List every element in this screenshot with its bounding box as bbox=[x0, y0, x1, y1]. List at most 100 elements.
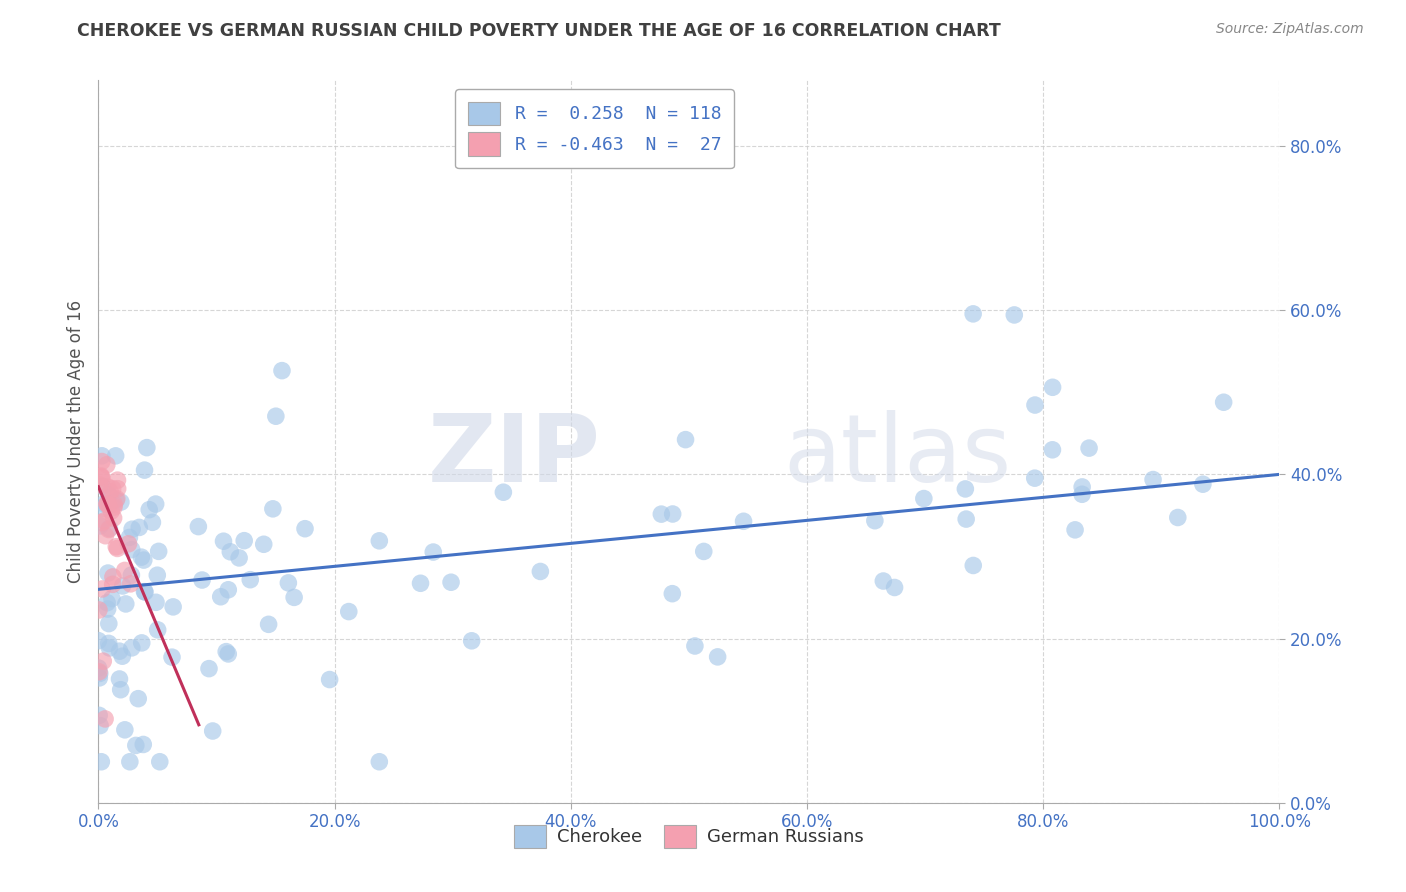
Point bbox=[1024, 398, 1046, 412]
Point bbox=[733, 514, 755, 528]
Point bbox=[101, 591, 124, 606]
Point bbox=[337, 605, 360, 619]
Point bbox=[1064, 523, 1087, 537]
Point bbox=[132, 738, 155, 752]
Point bbox=[217, 582, 239, 597]
Point bbox=[90, 755, 112, 769]
Point bbox=[110, 495, 132, 509]
Point bbox=[1024, 471, 1046, 485]
Point bbox=[675, 433, 697, 447]
Point bbox=[706, 649, 728, 664]
Point bbox=[107, 482, 129, 496]
Point bbox=[93, 514, 115, 528]
Point bbox=[201, 724, 224, 739]
Point bbox=[529, 565, 551, 579]
Point bbox=[146, 623, 169, 637]
Point bbox=[89, 718, 111, 732]
Text: CHEROKEE VS GERMAN RUSSIAN CHILD POVERTY UNDER THE AGE OF 16 CORRELATION CHART: CHEROKEE VS GERMAN RUSSIAN CHILD POVERTY… bbox=[77, 22, 1001, 40]
Point bbox=[955, 482, 977, 496]
Point bbox=[90, 449, 112, 463]
Point bbox=[492, 485, 515, 500]
Point bbox=[97, 602, 120, 616]
Point bbox=[90, 469, 112, 483]
Point bbox=[89, 477, 111, 491]
Point bbox=[162, 599, 184, 614]
Point bbox=[271, 364, 294, 378]
Point bbox=[160, 650, 183, 665]
Point bbox=[239, 573, 262, 587]
Point bbox=[91, 582, 114, 596]
Point bbox=[141, 516, 163, 530]
Point bbox=[955, 512, 977, 526]
Point bbox=[90, 469, 112, 483]
Point bbox=[146, 568, 169, 582]
Point bbox=[962, 307, 984, 321]
Point bbox=[1002, 308, 1025, 322]
Point bbox=[134, 463, 156, 477]
Point bbox=[134, 584, 156, 599]
Point bbox=[409, 576, 432, 591]
Point bbox=[233, 533, 256, 548]
Legend: Cherokee, German Russians: Cherokee, German Russians bbox=[503, 814, 875, 859]
Point bbox=[101, 577, 124, 591]
Point bbox=[148, 544, 170, 558]
Point bbox=[693, 544, 716, 558]
Point bbox=[111, 649, 134, 664]
Point bbox=[131, 636, 153, 650]
Point bbox=[89, 671, 111, 685]
Point bbox=[96, 497, 118, 511]
Point bbox=[98, 640, 121, 655]
Point bbox=[1167, 510, 1189, 524]
Point bbox=[1212, 395, 1234, 409]
Text: ZIP: ZIP bbox=[427, 410, 600, 502]
Point bbox=[105, 540, 128, 554]
Point bbox=[217, 647, 239, 661]
Point bbox=[101, 570, 124, 584]
Point bbox=[94, 529, 117, 543]
Point bbox=[103, 498, 125, 512]
Point bbox=[114, 563, 136, 577]
Text: atlas: atlas bbox=[783, 410, 1012, 502]
Point bbox=[368, 533, 391, 548]
Point bbox=[212, 534, 235, 549]
Point bbox=[262, 501, 284, 516]
Point bbox=[962, 558, 984, 573]
Point bbox=[98, 484, 121, 499]
Point bbox=[219, 545, 242, 559]
Point bbox=[187, 519, 209, 533]
Point bbox=[91, 479, 114, 493]
Point bbox=[96, 497, 118, 511]
Point bbox=[96, 458, 118, 472]
Point bbox=[103, 511, 125, 525]
Text: Source: ZipAtlas.com: Source: ZipAtlas.com bbox=[1216, 22, 1364, 37]
Point bbox=[257, 617, 280, 632]
Point bbox=[108, 672, 131, 686]
Point bbox=[89, 519, 111, 533]
Point bbox=[134, 585, 156, 599]
Point bbox=[1071, 480, 1094, 494]
Point bbox=[87, 603, 110, 617]
Point bbox=[1042, 442, 1064, 457]
Point bbox=[87, 665, 110, 679]
Point bbox=[191, 573, 214, 587]
Point bbox=[105, 493, 128, 508]
Point bbox=[228, 550, 250, 565]
Point bbox=[97, 566, 120, 580]
Point bbox=[215, 645, 238, 659]
Point bbox=[118, 755, 141, 769]
Point bbox=[97, 616, 120, 631]
Point bbox=[283, 591, 305, 605]
Point bbox=[120, 568, 142, 582]
Point bbox=[460, 633, 482, 648]
Point bbox=[128, 520, 150, 534]
Point bbox=[91, 516, 114, 530]
Point bbox=[105, 491, 128, 506]
Point bbox=[89, 666, 111, 681]
Point bbox=[110, 682, 132, 697]
Point bbox=[93, 497, 115, 511]
Point bbox=[1192, 477, 1215, 491]
Point bbox=[114, 723, 136, 737]
Point bbox=[872, 574, 894, 588]
Point bbox=[440, 575, 463, 590]
Point bbox=[90, 454, 112, 468]
